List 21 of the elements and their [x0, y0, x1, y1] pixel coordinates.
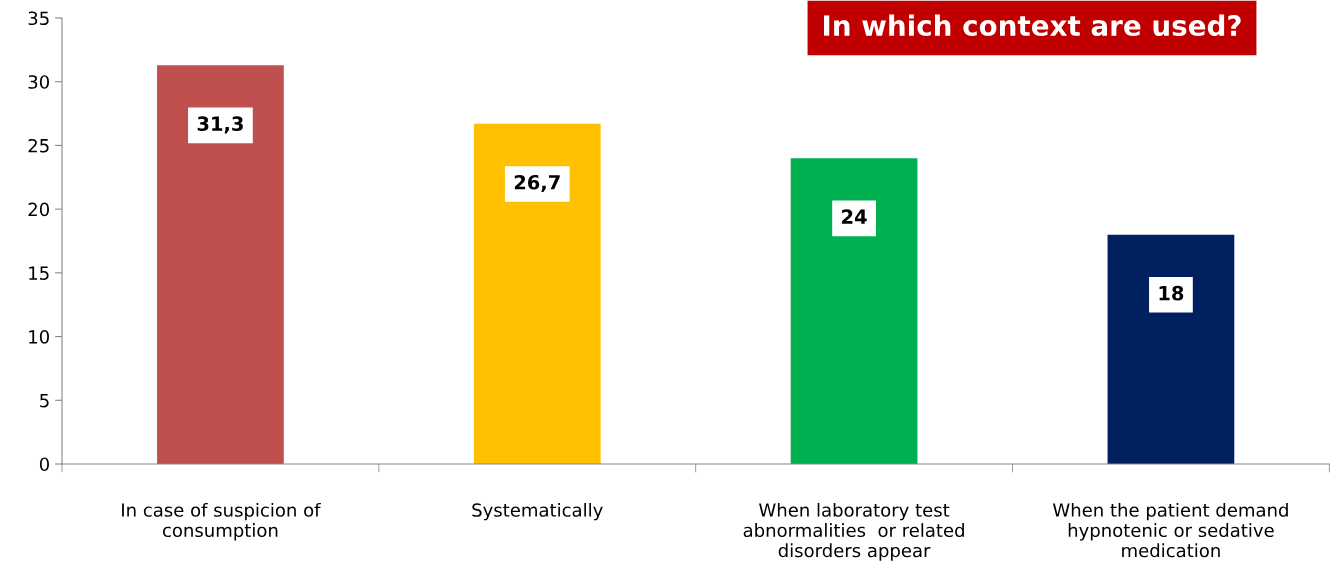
- x-tick-label: Systematically: [472, 502, 603, 521]
- bar: [473, 123, 601, 464]
- y-tick-label: 0: [39, 457, 49, 472]
- chart-title: In which context are used?: [824, 14, 1241, 37]
- data-label: 31,3: [197, 116, 243, 134]
- y-tick-label: 15: [29, 266, 49, 280]
- y-tick-label: 10: [29, 330, 49, 344]
- x-tick-label: In case of suspicion of consumption: [122, 502, 321, 541]
- y-tick-label: 30: [28, 75, 49, 89]
- y-tick-label: 35: [28, 11, 49, 26]
- y-tick-label: 25: [28, 138, 49, 153]
- x-tick-label: When laboratory test abnormalities or related disorders appear: [743, 502, 964, 561]
- bar: [1107, 234, 1235, 464]
- y-tick-label: 20: [28, 202, 49, 217]
- data-label: 26,7: [514, 174, 560, 193]
- data-label: 18: [1159, 285, 1184, 301]
- y-tick-label: 5: [40, 393, 49, 408]
- x-tick-label: When the patient demand hypnotenic or sedative medication: [1052, 502, 1288, 558]
- bar: [790, 158, 918, 464]
- bar: [157, 65, 284, 464]
- data-label: 24: [842, 209, 867, 224]
